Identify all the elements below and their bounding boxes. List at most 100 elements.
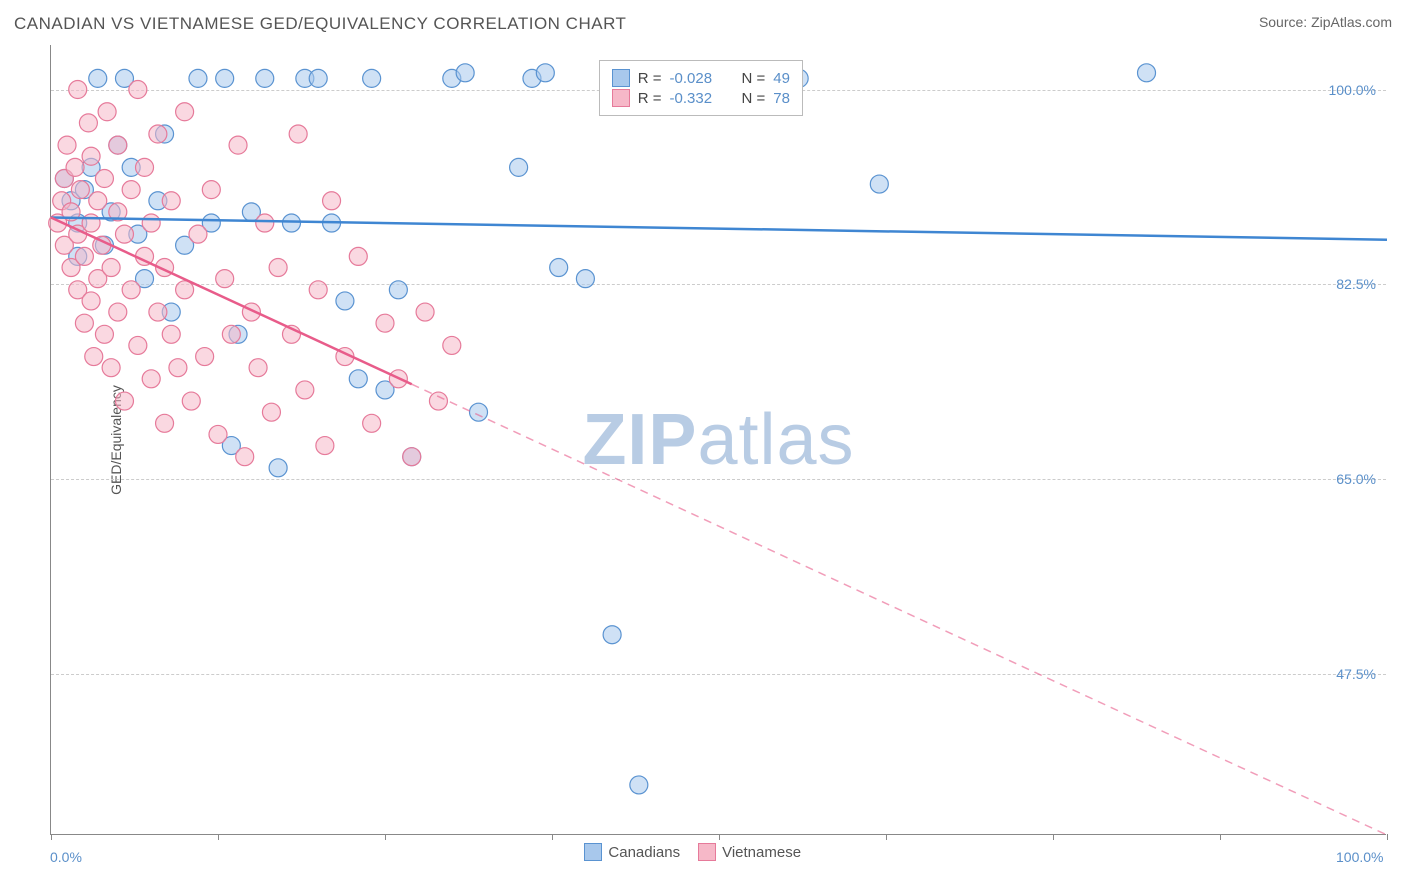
legend-r-value: -0.028 [670,70,726,87]
scatter-point [289,125,307,143]
scatter-chart-svg [51,45,1386,834]
scatter-point [82,292,100,310]
scatter-point [429,392,447,410]
scatter-point [189,225,207,243]
scatter-point [229,136,247,154]
x-tick-label: 100.0% [1336,849,1383,865]
scatter-point [95,325,113,343]
legend-n-value: 78 [773,90,790,107]
scatter-point [102,259,120,277]
scatter-point [282,214,300,232]
scatter-point [349,247,367,265]
scatter-point [122,281,140,299]
scatter-point [176,103,194,121]
scatter-point [309,69,327,87]
scatter-point [129,81,147,99]
scatter-point [85,348,103,366]
scatter-point [550,259,568,277]
scatter-point [443,336,461,354]
source-attribution: Source: ZipAtlas.com [1259,14,1392,30]
scatter-point [222,325,240,343]
scatter-point [309,281,327,299]
trend-line [51,217,1387,239]
scatter-point [169,359,187,377]
scatter-point [189,69,207,87]
scatter-point [363,414,381,432]
scatter-point [182,392,200,410]
scatter-point [129,336,147,354]
legend-r-label: R = [638,70,662,87]
x-tick [1053,834,1054,840]
scatter-point [102,359,120,377]
scatter-point [149,303,167,321]
scatter-point [536,64,554,82]
scatter-point [58,136,76,154]
scatter-point [82,214,100,232]
scatter-point [216,270,234,288]
legend-series-label: Canadians [608,844,680,861]
x-tick [218,834,219,840]
legend-swatch [698,843,716,861]
scatter-point [256,69,274,87]
legend-swatch [584,843,602,861]
chart-title: CANADIAN VS VIETNAMESE GED/EQUIVALENCY C… [14,14,626,34]
scatter-point [79,114,97,132]
scatter-point [142,370,160,388]
scatter-point [256,214,274,232]
scatter-point [249,359,267,377]
scatter-point [136,158,154,176]
y-tick-label: 65.0% [1336,471,1376,487]
scatter-point [202,181,220,199]
scatter-point [269,259,287,277]
legend-series-label: Vietnamese [722,844,801,861]
scatter-point [115,225,133,243]
legend-swatch [612,89,630,107]
scatter-point [82,147,100,165]
scatter-point [456,64,474,82]
scatter-point [156,414,174,432]
scatter-point [66,158,84,176]
scatter-point [296,381,314,399]
legend-swatch [612,69,630,87]
scatter-point [122,181,140,199]
scatter-point [162,325,180,343]
scatter-point [216,69,234,87]
legend-n-label: N = [742,90,766,107]
legend-series: Canadians Vietnamese [584,843,801,861]
y-tick-label: 47.5% [1336,666,1376,682]
scatter-point [1138,64,1156,82]
scatter-point [376,314,394,332]
scatter-point [630,776,648,794]
legend-r-label: R = [638,90,662,107]
x-tick [719,834,720,840]
scatter-point [109,303,127,321]
scatter-point [196,348,214,366]
scatter-point [603,626,621,644]
legend-series-item: Canadians [584,843,680,861]
x-tick [552,834,553,840]
legend-r-value: -0.332 [670,90,726,107]
scatter-point [162,192,180,210]
scatter-point [363,69,381,87]
scatter-point [323,192,341,210]
scatter-point [149,125,167,143]
scatter-point [98,103,116,121]
scatter-point [89,192,107,210]
legend-n-label: N = [742,70,766,87]
scatter-point [236,448,254,466]
x-tick [1387,834,1388,840]
scatter-point [403,448,421,466]
x-tick-label: 0.0% [50,849,82,865]
scatter-point [576,270,594,288]
plot-area: GED/Equivalency ZIPatlas R =-0.028N =49R… [50,45,1386,835]
x-tick [385,834,386,840]
x-tick [51,834,52,840]
scatter-point [75,314,93,332]
scatter-point [389,281,407,299]
x-tick [1220,834,1221,840]
y-tick-label: 82.5% [1336,276,1376,292]
scatter-point [262,403,280,421]
scatter-point [470,403,488,421]
scatter-point [109,136,127,154]
x-tick [886,834,887,840]
